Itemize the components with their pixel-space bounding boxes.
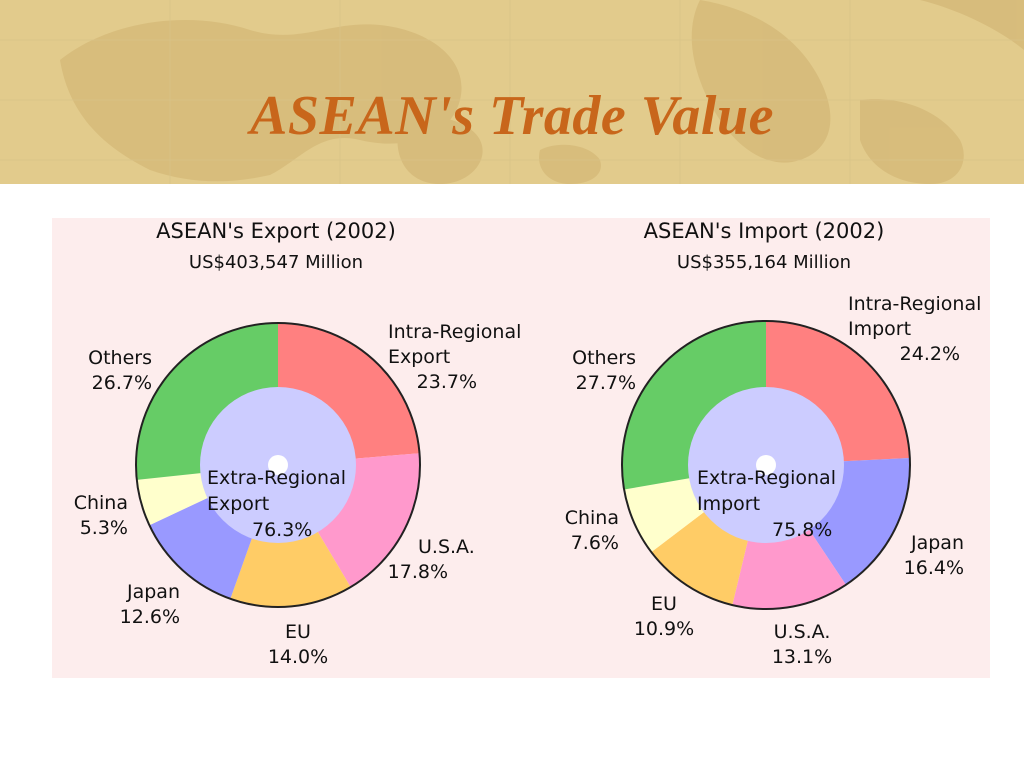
chart-subtitle: US$403,547 Million [189, 252, 363, 273]
slice-value-others: 26.7% [92, 372, 152, 394]
donut-chart-2: ASEAN's Import (2002) US$355,164 Million E… [565, 219, 982, 668]
slice-label-japan: Japan [910, 532, 964, 554]
slice-label-intra-regional: Export [388, 346, 450, 368]
chart-title: ASEAN's Export (2002) [156, 219, 396, 243]
slice-value-others: 27.7% [576, 372, 636, 394]
slice-label-china: China [74, 492, 128, 514]
charts-panel: ASEAN's Export (2002) US$403,547 Million E… [52, 218, 990, 678]
inner-value-label: 75.8% [772, 519, 832, 541]
inner-value-label: 76.3% [252, 519, 312, 541]
slice-label-china: China [565, 507, 619, 529]
slice-value-eu: 14.0% [268, 646, 328, 668]
slide-header: ASEAN's Trade Value [0, 0, 1024, 184]
slice-label-others: Others [572, 347, 636, 369]
slice-label-others: Others [88, 347, 152, 369]
slice-value-intra-regional: 24.2% [900, 343, 960, 365]
slice-label-intra-regional: Intra-Regional [848, 293, 981, 315]
slice-value-eu: 10.9% [634, 618, 694, 640]
donut-charts: ASEAN's Export (2002) US$403,547 Million E… [74, 219, 982, 668]
slice-value-u-s-a: 17.8% [388, 561, 448, 583]
chart-subtitle: US$355,164 Million [677, 252, 851, 273]
slice-label-intra-regional: Intra-Regional [388, 321, 521, 343]
slice-value-u-s-a: 13.1% [772, 646, 832, 668]
donut-hole [268, 455, 288, 475]
donut-chart-1: ASEAN's Export (2002) US$403,547 Million E… [74, 219, 522, 668]
inner-label: Export [207, 493, 269, 515]
slice-value-china: 7.6% [571, 532, 619, 554]
slide-title: ASEAN's Trade Value [250, 85, 774, 147]
slice-value-japan: 16.4% [904, 557, 964, 579]
inner-label: Import [697, 493, 760, 515]
inner-label: Extra-Regional [207, 467, 346, 489]
donut-outline [135, 322, 421, 608]
donut-hole [756, 455, 776, 475]
slice-label-u-s-a: U.S.A. [418, 536, 475, 558]
slice-label-eu: EU [651, 593, 677, 615]
slice-label-intra-regional: Import [848, 318, 911, 340]
chart-title: ASEAN's Import (2002) [644, 219, 885, 243]
slice-label-u-s-a: U.S.A. [774, 621, 831, 643]
slice-value-china: 5.3% [80, 517, 128, 539]
inner-label: Extra-Regional [697, 467, 836, 489]
slice-label-eu: EU [285, 621, 311, 643]
slice-value-intra-regional: 23.7% [417, 371, 477, 393]
slice-value-japan: 12.6% [120, 606, 180, 628]
world-map-background [0, 0, 1024, 184]
slice-label-japan: Japan [126, 581, 180, 603]
donut-outline [621, 320, 911, 610]
